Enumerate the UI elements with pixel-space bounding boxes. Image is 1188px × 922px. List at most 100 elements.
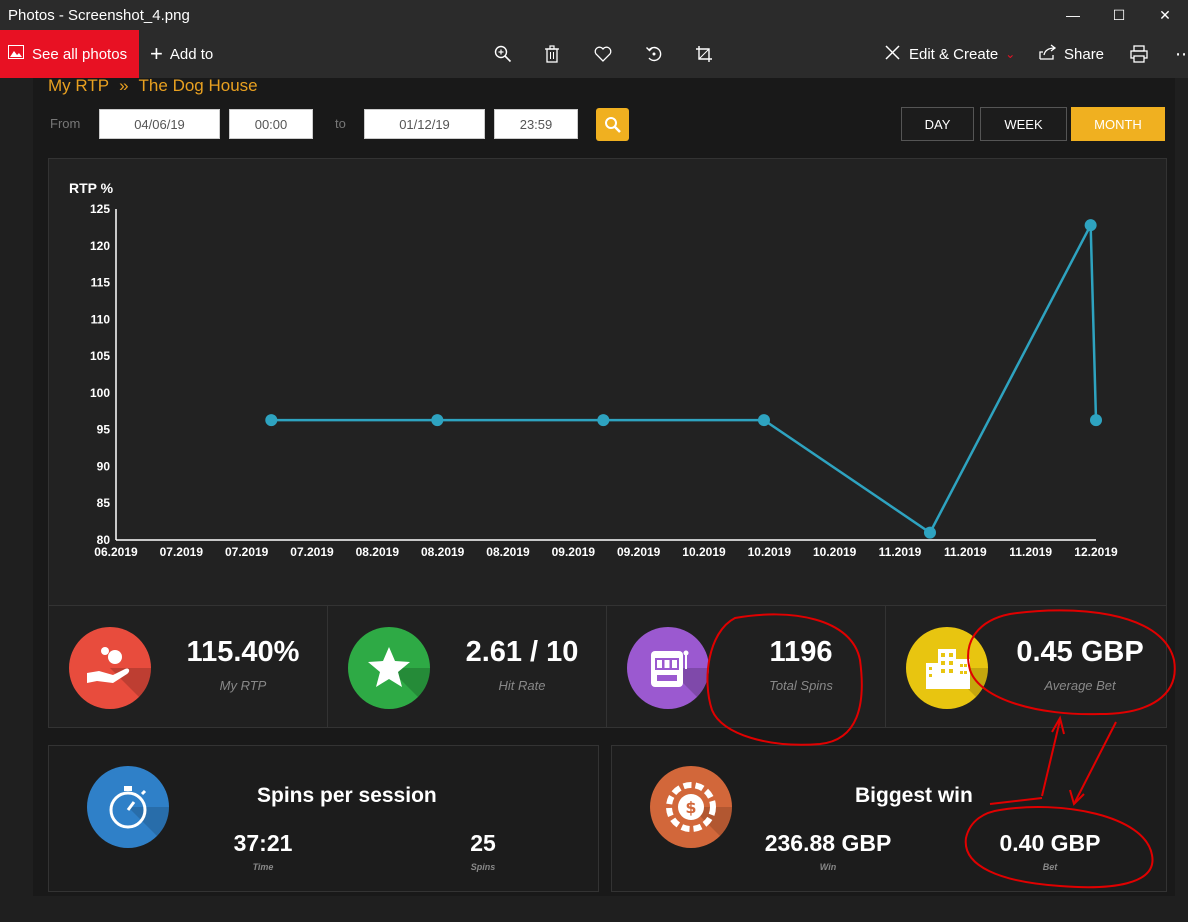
rtp-chart-panel: RTP % 80 85 90 95 100 105 110 115 120 125 06.2019 0…	[48, 158, 1167, 606]
photos-toolbar: See all photos + Add to Edit & Create ⌄ …	[0, 30, 1188, 78]
x-tick-label: 11.2019	[1009, 545, 1052, 559]
share-label: Share	[1064, 45, 1105, 63]
range-month-button[interactable]: MONTH	[1071, 107, 1165, 141]
y-tick-label: 110	[91, 312, 111, 326]
x-tick-label: 10.2019	[682, 545, 726, 559]
range-day-button[interactable]: DAY	[901, 107, 974, 141]
x-tick-label: 11.2019	[879, 545, 922, 559]
session-title: Spins per session	[257, 784, 437, 807]
y-tick-label: 105	[90, 349, 110, 363]
x-tick-label: 07.2019	[290, 545, 334, 559]
stopwatch-icon	[87, 766, 169, 848]
share-icon	[1039, 44, 1057, 64]
search-icon	[604, 116, 621, 133]
stat-card-my-rtp: 115.40% My RTP	[49, 606, 328, 727]
add-to-button[interactable]: + Add to	[150, 30, 213, 78]
delete-icon[interactable]	[540, 42, 564, 66]
rtp-dashboard: My RTP » The Dog House From 04/06/19 00:00…	[33, 76, 1175, 896]
stat-label: Average Bet	[1044, 678, 1116, 693]
y-tick-label: 80	[97, 533, 111, 547]
more-options-icon[interactable]: ⋯	[1175, 43, 1188, 64]
to-label: to	[335, 116, 346, 131]
to-date-input[interactable]: 01/12/19	[364, 109, 485, 139]
x-tick-label: 10.2019	[748, 545, 792, 559]
building-icon	[906, 627, 988, 709]
casino-chip-icon: $	[650, 766, 732, 848]
x-tick-label: 12.2019	[1074, 545, 1118, 559]
from-label: From	[50, 116, 81, 131]
breadcrumb-current: The Dog House	[138, 76, 258, 95]
session-time-label: Time	[252, 862, 274, 872]
session-spins-value: 25	[470, 830, 496, 856]
chevron-down-icon: ⌄	[1005, 47, 1016, 61]
window-titlebar: Photos - Screenshot_4.png — ☐ ✕	[0, 0, 1188, 30]
rtp-data-point	[597, 414, 610, 427]
breadcrumb-root-link[interactable]: My RTP	[48, 76, 110, 95]
stat-card-hit-rate: 2.61 / 10 Hit Rate	[328, 606, 607, 727]
stat-card-total-spins: 1196 Total Spins	[607, 606, 886, 727]
rtp-data-point	[923, 526, 936, 539]
x-tick-label: 10.2019	[813, 545, 857, 559]
hand-coin-icon	[69, 627, 151, 709]
star-icon	[348, 627, 430, 709]
rtp-data-point	[757, 414, 770, 427]
x-tick-label: 07.2019	[225, 545, 269, 559]
stat-value: 115.40%	[186, 636, 300, 668]
crop-icon[interactable]	[692, 42, 716, 66]
stat-label: My RTP	[219, 678, 267, 693]
session-time-value: 37:21	[233, 830, 293, 856]
slot-machine-icon	[627, 627, 709, 709]
y-tick-label: 95	[97, 423, 111, 437]
biggest-win-bet-label: Bet	[1042, 862, 1058, 872]
edit-create-label: Edit & Create	[909, 45, 999, 63]
range-week-button[interactable]: WEEK	[980, 107, 1067, 141]
y-tick-label: 120	[90, 239, 110, 253]
spins-per-session-card: Spins per session 37:21 Time 25 Spins	[48, 745, 599, 892]
plus-icon: +	[150, 41, 163, 66]
breadcrumb: My RTP » The Dog House	[48, 76, 258, 96]
stat-value: 2.61 / 10	[465, 636, 579, 668]
stat-value: 0.45 GBP	[1016, 636, 1144, 668]
session-spins-label: Spins	[470, 862, 496, 872]
print-icon[interactable]	[1127, 42, 1151, 66]
rtp-series-line	[271, 220, 1098, 535]
favorite-heart-icon[interactable]	[591, 42, 615, 66]
rtp-data-point	[431, 414, 444, 427]
y-tick-label: 85	[97, 496, 111, 510]
rotate-icon[interactable]	[642, 42, 666, 66]
to-time-input[interactable]: 23:59	[494, 109, 578, 139]
from-time-input[interactable]: 00:00	[229, 109, 313, 139]
edit-create-button[interactable]: Edit & Create ⌄	[884, 30, 1015, 78]
minimize-button[interactable]: —	[1066, 7, 1080, 23]
x-tick-label: 09.2019	[617, 545, 661, 559]
close-button[interactable]: ✕	[1159, 6, 1171, 23]
from-date-input[interactable]: 04/06/19	[99, 109, 220, 139]
breadcrumb-separator: »	[119, 76, 129, 95]
x-tick-label: 08.2019	[421, 545, 465, 559]
y-tick-label: 90	[97, 459, 111, 473]
x-tick-label: 09.2019	[552, 545, 596, 559]
add-to-label: Add to	[169, 45, 214, 63]
y-tick-label: 125	[90, 202, 110, 216]
x-tick-label: 07.2019	[160, 545, 204, 559]
rtp-data-point	[265, 414, 278, 427]
chart-y-axis-label: RTP %	[69, 180, 114, 196]
share-button[interactable]: Share	[1039, 30, 1104, 78]
biggest-win-bet-value: 0.40 GBP	[999, 830, 1101, 856]
biggest-win-card: $ Biggest win 236.88 GBP Win 0.40 GBP Be…	[611, 745, 1167, 892]
photos-icon	[8, 45, 24, 63]
y-tick-label: 100	[90, 386, 110, 400]
rtp-line-chart: 80 85 90 95 100 105 110 115 120 125 06.2019 07.2019…	[90, 202, 1118, 559]
zoom-in-icon[interactable]	[491, 42, 515, 66]
stat-label: Hit Rate	[498, 678, 546, 693]
search-button[interactable]	[596, 108, 629, 141]
maximize-button[interactable]: ☐	[1112, 6, 1126, 23]
svg-text:$: $	[685, 798, 696, 817]
stat-card-average-bet: 0.45 GBP Average Bet	[886, 606, 1165, 727]
stats-row: 115.40% My RTP 2.61 / 10 Hit Rate 1196 T…	[48, 605, 1167, 728]
rtp-data-point	[1090, 414, 1102, 427]
window-title: Photos - Screenshot_4.png	[8, 6, 190, 24]
see-all-photos-button[interactable]: See all photos	[0, 30, 139, 78]
x-tick-label: 08.2019	[486, 545, 530, 559]
biggest-win-value: 236.88 GBP	[764, 830, 892, 856]
